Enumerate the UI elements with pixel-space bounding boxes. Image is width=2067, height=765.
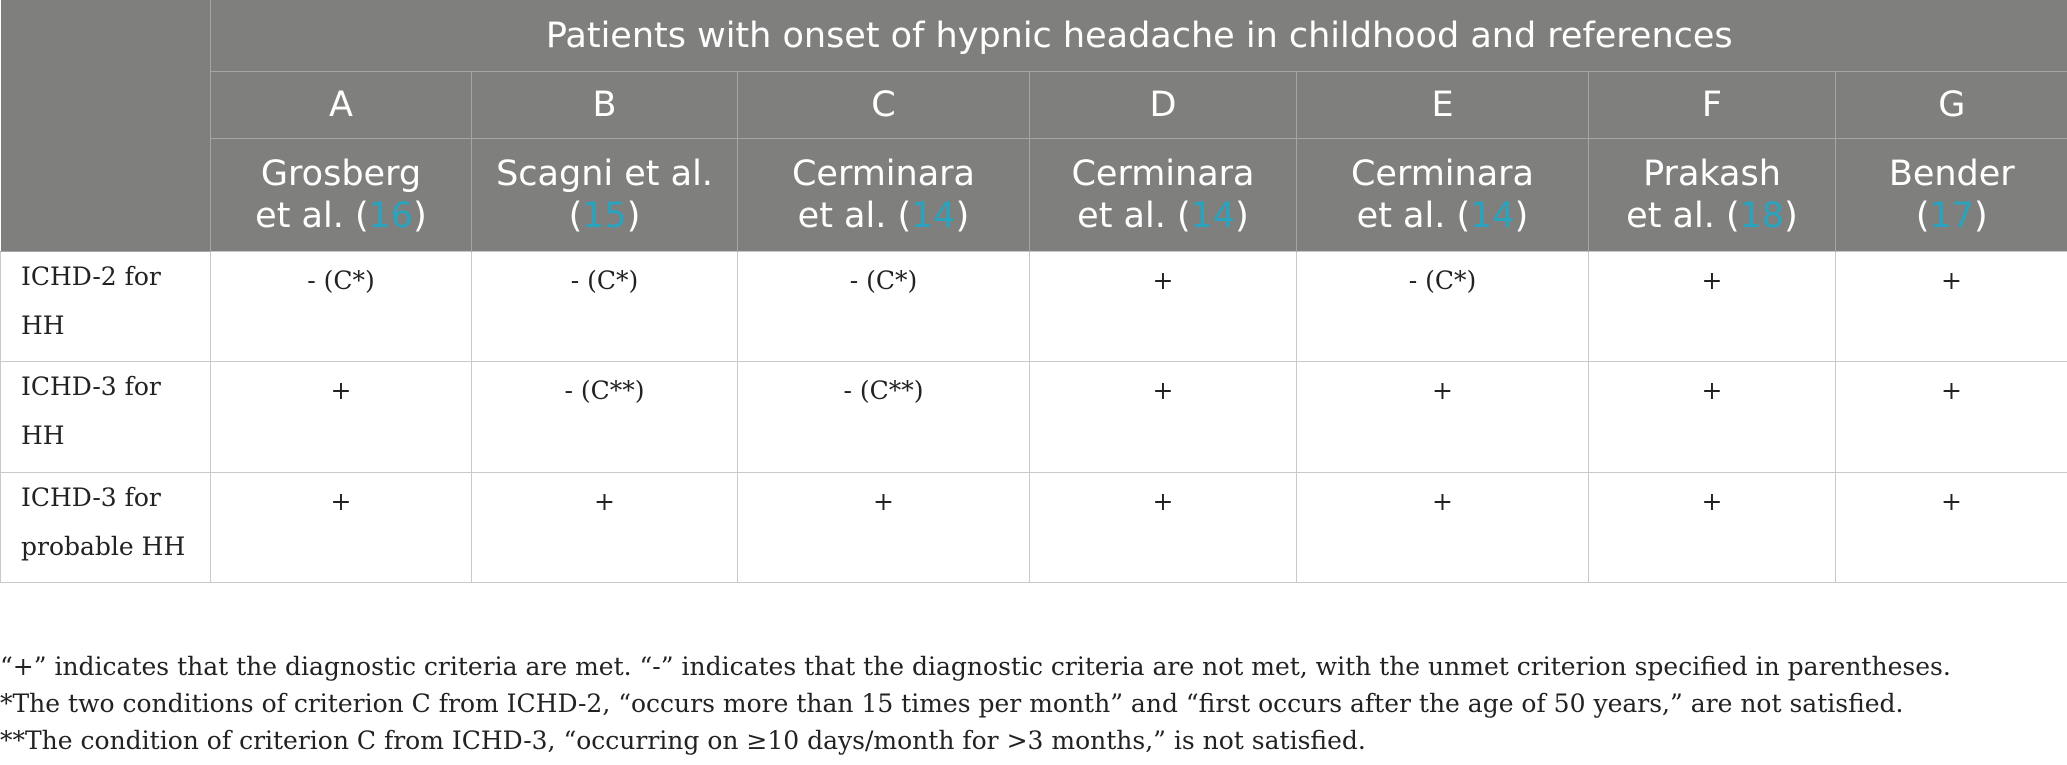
author-name: Cerminara xyxy=(1071,154,1255,194)
reference-link[interactable]: 14 xyxy=(911,196,956,236)
row-label-line: ICHD-2 for xyxy=(21,262,161,291)
footnote: *The two conditions of criterion C from … xyxy=(0,689,1904,718)
author-paren: ) xyxy=(1974,196,1988,236)
author-etal: et al. ( xyxy=(255,196,369,236)
column-letter: B xyxy=(471,71,738,139)
row-label-line: HH xyxy=(21,311,65,340)
table-cell: + xyxy=(737,472,1030,583)
table-cell: + xyxy=(1029,361,1297,473)
column-author: Grosberg et al. (16) xyxy=(210,138,472,252)
author-name: Prakash xyxy=(1643,154,1781,194)
author-etal: et al. ( xyxy=(1626,196,1740,236)
table-footnotes: “+” indicates that the diagnostic criter… xyxy=(0,648,2067,759)
reference-link[interactable]: 17 xyxy=(1929,196,1975,236)
author-name: Cerminara xyxy=(1350,154,1535,194)
table-cell: - (C*) xyxy=(471,251,738,362)
table-cell: + xyxy=(471,472,738,583)
corner-header xyxy=(0,0,211,252)
reference-link[interactable]: 15 xyxy=(582,196,627,236)
table-row: ICHD-2 for HH - (C*) - (C*) - (C*) + - (C… xyxy=(0,251,2067,362)
table-cell: + xyxy=(1834,251,2067,362)
footnote: “+” indicates that the diagnostic criter… xyxy=(0,652,1951,681)
row-label-line: probable HH xyxy=(21,532,186,561)
column-author: Bender (17) xyxy=(1834,138,2067,252)
author-paren: ) xyxy=(1514,196,1529,236)
table-cell: + xyxy=(1834,361,2067,473)
table-cell: + xyxy=(1029,251,1297,362)
column-letter: C xyxy=(737,71,1030,139)
footnote: **The condition of criterion C from ICHD… xyxy=(0,726,1366,755)
column-author: Scagni et al. (15) xyxy=(471,138,738,252)
author-name: Scagni et al. xyxy=(496,154,713,194)
author-etal: ( xyxy=(568,196,583,236)
author-etal: et al. ( xyxy=(797,196,912,236)
table-cell: + xyxy=(210,361,472,473)
table-cell: + xyxy=(1588,472,1836,583)
row-label: ICHD-3 for HH xyxy=(0,361,211,473)
reference-link[interactable]: 14 xyxy=(1470,196,1515,236)
table-cell: - (C**) xyxy=(471,361,738,473)
table-cell: - (C*) xyxy=(737,251,1030,362)
column-author: Prakash et al. (18) xyxy=(1588,138,1836,252)
reference-link[interactable]: 14 xyxy=(1190,196,1236,236)
author-name: Grosberg xyxy=(260,154,422,194)
table-cell: - (C*) xyxy=(210,251,472,362)
table-cell: + xyxy=(1296,361,1589,473)
column-author: Cerminara et al. (14) xyxy=(1029,138,1297,252)
table-cell: + xyxy=(210,472,472,583)
column-letter: G xyxy=(1834,71,2067,139)
author-etal: et al. ( xyxy=(1077,196,1191,236)
column-letter: E xyxy=(1296,71,1589,139)
table-title: Patients with onset of hypnic headache i… xyxy=(209,0,2067,72)
table-cell: + xyxy=(1588,251,1836,362)
table-cell: + xyxy=(1834,472,2067,583)
row-label: ICHD-2 for HH xyxy=(0,251,211,362)
row-label-line: HH xyxy=(21,421,65,450)
author-name: Cerminara xyxy=(791,154,976,194)
table-cell: + xyxy=(1588,361,1836,473)
author-paren: ) xyxy=(955,196,970,236)
column-letter: F xyxy=(1588,71,1836,139)
table-cell: - (C**) xyxy=(737,361,1030,473)
author-paren: ) xyxy=(626,196,641,236)
row-label: ICHD-3 for probable HH xyxy=(0,472,211,583)
column-letter: A xyxy=(210,71,472,139)
author-paren: ) xyxy=(413,196,427,236)
column-author: Cerminara et al. (14) xyxy=(1296,138,1589,252)
table-cell: + xyxy=(1029,472,1297,583)
hypnic-headache-table: Patients with onset of hypnic headache i… xyxy=(0,0,2067,583)
column-author: Cerminara et al. (14) xyxy=(737,138,1030,252)
author-etal: ( xyxy=(1915,196,1930,236)
author-paren: ) xyxy=(1235,196,1249,236)
row-label-line: ICHD-3 for xyxy=(21,372,161,401)
table-row: ICHD-3 for probable HH + + + + + + + xyxy=(0,472,2067,583)
table-row: ICHD-3 for HH + - (C**) - (C**) + + + + xyxy=(0,361,2067,473)
table-cell: + xyxy=(1296,472,1589,583)
table-cell: - (C*) xyxy=(1296,251,1589,362)
author-name: Bender xyxy=(1888,154,2015,194)
author-etal: et al. ( xyxy=(1356,196,1471,236)
row-label-line: ICHD-3 for xyxy=(21,483,161,512)
author-paren: ) xyxy=(1784,196,1798,236)
column-letter: D xyxy=(1029,71,1297,139)
reference-link[interactable]: 18 xyxy=(1739,196,1785,236)
reference-link[interactable]: 16 xyxy=(368,196,414,236)
